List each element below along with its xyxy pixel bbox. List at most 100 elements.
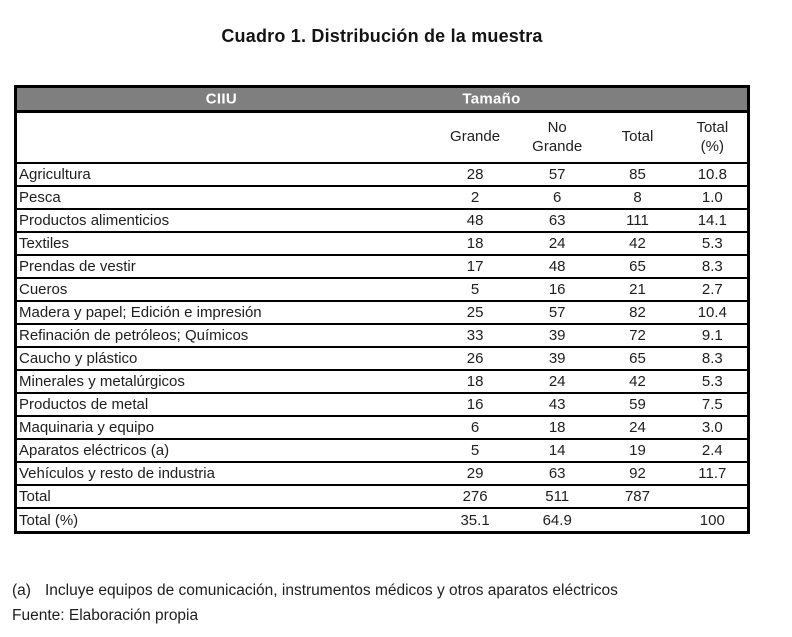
row-label: Cueros: [17, 277, 434, 301]
cell-total-pct: 10.4: [677, 300, 747, 324]
cell-grande: 35.1: [433, 507, 518, 531]
column-header-grande: Grande: [450, 128, 501, 146]
table-row: Refinación de petróleos; Químicos 33 39 …: [17, 323, 747, 347]
cell-total-pct: [677, 484, 747, 508]
table-row: Productos alimenticios 48 63 111 14.1: [17, 208, 747, 232]
cell-total: 8: [597, 185, 678, 209]
table-row: Cueros 5 16 21 2.7: [17, 277, 747, 301]
cell-total: 82: [597, 300, 678, 324]
cell-no-grande: 14: [517, 438, 598, 462]
cell-total: 65: [597, 254, 678, 278]
cell-grande: 18: [433, 369, 518, 393]
cell-total-pct: 8.3: [677, 346, 747, 370]
cell-no-grande: 48: [517, 254, 598, 278]
row-label: Vehículos y resto de industria: [17, 461, 434, 485]
group-header-tamano: Tamaño: [462, 90, 521, 108]
cell-no-grande: 39: [517, 323, 598, 347]
cell-total-pct: 5.3: [677, 369, 747, 393]
cell-total: 111: [597, 208, 678, 232]
table-title: Cuadro 1. Distribución de la muestra: [221, 26, 543, 46]
cell-no-grande: 43: [517, 392, 598, 416]
cell-grande: 25: [433, 300, 518, 324]
cell-grande: 276: [433, 484, 518, 508]
row-label: Maquinaria y equipo: [17, 415, 434, 439]
table-row: Agricultura 28 57 85 10.8: [17, 162, 747, 186]
cell-no-grande: 511: [517, 484, 598, 508]
table-row: Productos de metal 16 43 59 7.5: [17, 392, 747, 416]
group-header-ciiu: CIIU: [205, 90, 237, 108]
row-label: Total (%): [17, 507, 434, 531]
cell-grande: 28: [433, 162, 518, 186]
table-row-total: Total 276 511 787: [17, 484, 747, 508]
row-label: Textiles: [17, 231, 434, 255]
cell-total-pct: 14.1: [677, 208, 747, 232]
source-note: Fuente: Elaboración propia: [12, 607, 199, 624]
column-header-total: Total: [621, 128, 654, 146]
cell-no-grande: 57: [517, 162, 598, 186]
table-row: Aparatos eléctricos (a) 5 14 19 2.4: [17, 438, 747, 462]
cell-grande: 33: [433, 323, 518, 347]
cell-no-grande: 39: [517, 346, 598, 370]
cell-grande: 17: [433, 254, 518, 278]
cell-grande: 48: [433, 208, 518, 232]
row-label: Agricultura: [17, 162, 434, 186]
row-label: Aparatos eléctricos (a): [17, 438, 434, 462]
cell-total-pct: 5.3: [677, 231, 747, 255]
column-header-row: Grande No Grande Total Total (%): [17, 113, 747, 163]
cell-grande: 2: [433, 185, 518, 209]
cell-total: 21: [597, 277, 678, 301]
cell-total-pct: 10.8: [677, 162, 747, 186]
footnote-marker: (a): [12, 582, 31, 599]
table-row: Caucho y plástico 26 39 65 8.3: [17, 346, 747, 370]
footnote: (a) Incluye equipos de comunicación, inst…: [12, 582, 782, 600]
cell-total: 24: [597, 415, 678, 439]
cell-total-pct: 3.0: [677, 415, 747, 439]
cell-total-pct: 1.0: [677, 185, 747, 209]
cell-no-grande: 63: [517, 208, 598, 232]
row-label: Minerales y metalúrgicos: [17, 369, 434, 393]
table-row: Maquinaria y equipo 6 18 24 3.0: [17, 415, 747, 439]
table-row: Prendas de vestir 17 48 65 8.3: [17, 254, 747, 278]
cell-grande: 29: [433, 461, 518, 485]
cell-total: 59: [597, 392, 678, 416]
cell-no-grande: 16: [517, 277, 598, 301]
cell-total-pct: 2.7: [677, 277, 747, 301]
column-header-total-pct: Total (%): [696, 118, 729, 155]
cell-no-grande: 63: [517, 461, 598, 485]
table-row: Textiles 18 24 42 5.3: [17, 231, 747, 255]
cell-grande: 16: [433, 392, 518, 416]
cell-total-pct: 100: [677, 507, 747, 531]
cell-grande: 26: [433, 346, 518, 370]
cell-total: [597, 507, 678, 531]
cell-no-grande: 24: [517, 231, 598, 255]
column-header-empty: [17, 113, 433, 163]
table-row: Pesca 2 6 8 1.0: [17, 185, 747, 209]
table-frame: CIIU Tamaño Grande No Grande Total Total…: [14, 85, 750, 534]
cell-total: 19: [597, 438, 678, 462]
row-label: Total: [17, 484, 434, 508]
cell-total: 42: [597, 231, 678, 255]
data-table: Grande No Grande Total Total (%) Agricul…: [17, 113, 747, 531]
table-row: Minerales y metalúrgicos 18 24 42 5.3: [17, 369, 747, 393]
cell-grande: 5: [433, 277, 518, 301]
cell-total: 72: [597, 323, 678, 347]
cell-total: 787: [597, 484, 678, 508]
cell-grande: 6: [433, 415, 518, 439]
column-header-no-grande: No Grande: [532, 118, 583, 155]
cell-grande: 18: [433, 231, 518, 255]
table-group-header: CIIU Tamaño: [17, 88, 747, 113]
cell-total-pct: 2.4: [677, 438, 747, 462]
cell-total-pct: 8.3: [677, 254, 747, 278]
cell-total-pct: 7.5: [677, 392, 747, 416]
cell-total-pct: 11.7: [677, 461, 747, 485]
row-label: Productos alimenticios: [17, 208, 434, 232]
table-row: Vehículos y resto de industria 29 63 92 …: [17, 461, 747, 485]
cell-grande: 5: [433, 438, 518, 462]
row-label: Caucho y plástico: [17, 346, 434, 370]
cell-no-grande: 57: [517, 300, 598, 324]
cell-total-pct: 9.1: [677, 323, 747, 347]
cell-no-grande: 18: [517, 415, 598, 439]
row-label: Productos de metal: [17, 392, 434, 416]
row-label: Prendas de vestir: [17, 254, 434, 278]
